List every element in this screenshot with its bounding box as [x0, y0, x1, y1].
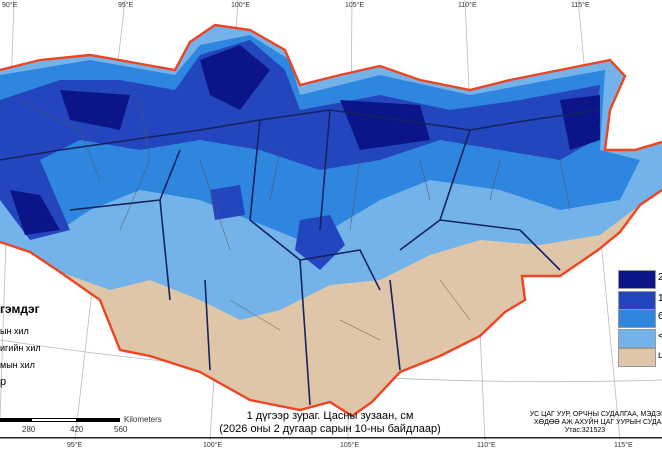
- map-frame-bottom: [0, 437, 662, 439]
- legend-item: мын хил: [0, 360, 35, 370]
- legend-label: 11: [658, 293, 662, 304]
- map-title: 1 дүгээр зураг. Цасны зузаан, см: [246, 410, 414, 422]
- legend-label: ца: [658, 350, 662, 361]
- lon-label: 110°E: [477, 442, 496, 449]
- lon-label: 110°E: [458, 2, 477, 9]
- legend-item: р: [0, 376, 7, 388]
- legend-swatch: [618, 291, 656, 310]
- legend-swatch: [618, 309, 656, 328]
- org-name-line2: ХӨДӨӨ АЖ АХУЙН ЦАГ УУРЫН СУДАЛ: [533, 419, 662, 426]
- legend-label: 21: [658, 272, 662, 283]
- legend-title: гэмдэг: [0, 302, 40, 316]
- lon-label: 95°E: [118, 2, 134, 9]
- lon-label: 95°E: [67, 442, 83, 449]
- legend-swatch: [618, 348, 656, 367]
- lon-label: 105°E: [340, 442, 360, 449]
- aimag-borders: [0, 109, 601, 406]
- org-name-line1: УС ЦАГ УУР, ОРЧНЫ СУДАЛГАА, МЭДЭЭЛ: [529, 411, 662, 418]
- legend-swatch: [618, 329, 656, 348]
- scale-tick: 280: [22, 425, 36, 434]
- legend-label: <: [658, 331, 662, 342]
- lon-label: 100°E: [231, 2, 251, 9]
- lon-label: 115°E: [571, 2, 590, 9]
- lon-label: 100°E: [203, 442, 223, 449]
- lon-label: 90°E: [2, 2, 18, 9]
- legend-swatch: [618, 270, 656, 289]
- scale-bar: [0, 418, 120, 422]
- lon-label: 115°E: [614, 442, 633, 449]
- map-subtitle: (2026 оны 2 дугаар сарын 10-ны байдлаар): [219, 423, 441, 435]
- scale-tick: 560: [114, 425, 128, 434]
- soum-borders: [19, 99, 571, 341]
- legend-label: 6: [658, 311, 662, 322]
- scale-unit: Kilometers: [124, 415, 162, 424]
- lon-label: 105°E: [345, 2, 365, 9]
- country-border: [0, 23, 662, 418]
- org-phone: Утас:321523: [564, 427, 606, 434]
- legend-item: ын хил: [0, 326, 29, 336]
- snow-very-heavy: [10, 45, 600, 235]
- snow-heavy: [0, 40, 600, 270]
- legend-item: игийн хил: [0, 343, 41, 353]
- scale-tick: 420: [70, 425, 84, 434]
